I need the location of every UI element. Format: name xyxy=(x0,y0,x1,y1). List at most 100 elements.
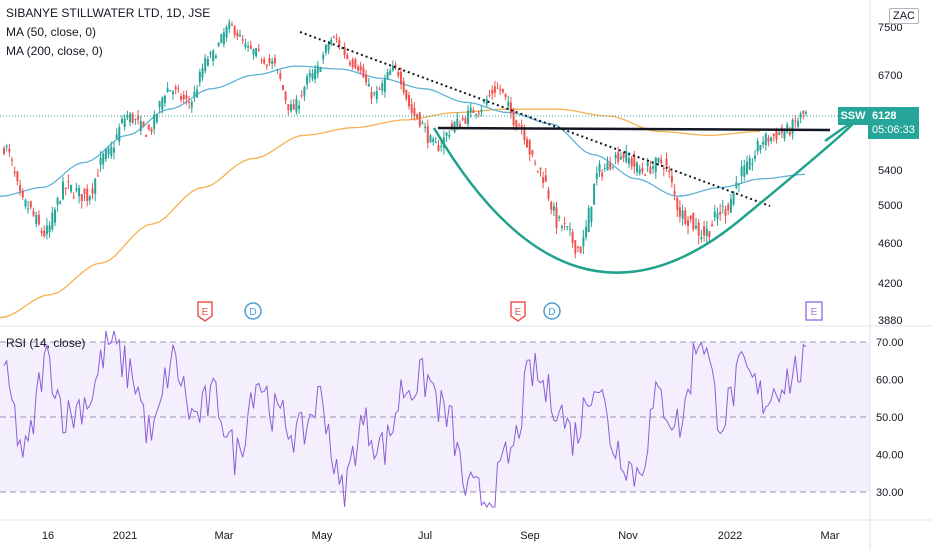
candle-body xyxy=(571,232,574,243)
candle-body xyxy=(233,26,236,35)
candle-body xyxy=(351,59,354,68)
candle-body xyxy=(558,216,561,219)
currency-badge[interactable]: ZAC xyxy=(889,8,919,24)
candle-body xyxy=(75,188,78,191)
candle-body xyxy=(424,126,427,128)
candle-body xyxy=(628,158,630,164)
candle-body xyxy=(72,196,75,198)
candle-body xyxy=(45,225,48,234)
rsi-tick-label: 60.00 xyxy=(876,375,904,387)
candle-body xyxy=(27,208,30,210)
candle-body xyxy=(619,156,622,160)
candle-body xyxy=(56,197,59,205)
candle-body xyxy=(445,132,448,136)
rsi-tick-label: 70.00 xyxy=(876,337,904,349)
candle-body xyxy=(252,49,255,55)
candle-body xyxy=(354,59,357,68)
candle-body xyxy=(206,59,209,66)
candle-body xyxy=(754,155,756,159)
candle-body xyxy=(405,90,408,99)
candle-body xyxy=(678,207,681,217)
candle-body xyxy=(236,32,239,37)
candle-body xyxy=(418,112,421,127)
candle-body xyxy=(282,85,284,90)
candle-body xyxy=(582,236,585,247)
price-tick-label: 4200 xyxy=(878,278,902,290)
candle-body xyxy=(102,154,105,165)
time-tick-label: Mar xyxy=(821,530,840,542)
candle-body xyxy=(775,130,778,140)
candle-body xyxy=(459,123,461,128)
candle-body xyxy=(544,175,547,182)
candle-body xyxy=(560,226,563,228)
candle-body xyxy=(590,206,593,223)
candle-body xyxy=(54,209,56,223)
ma200-legend: MA (200, close, 0) xyxy=(6,44,103,58)
time-tick-label: 16 xyxy=(42,530,54,542)
candle-body xyxy=(788,132,791,135)
candle-body xyxy=(391,65,394,71)
event-label: D xyxy=(548,307,555,318)
candle-body xyxy=(134,119,137,120)
candle-body xyxy=(110,146,113,156)
time-tick-label: 2022 xyxy=(718,530,742,542)
candle-body xyxy=(290,104,292,111)
candle-body xyxy=(598,164,601,173)
candle-body xyxy=(349,62,351,65)
candle-body xyxy=(504,93,507,98)
countdown: 05:06:33 xyxy=(872,124,915,136)
candle-body xyxy=(617,152,620,162)
candle-body xyxy=(762,141,765,145)
candle-body xyxy=(421,122,424,124)
candle-body xyxy=(657,158,660,163)
candle-body xyxy=(212,50,215,61)
candle-body xyxy=(300,95,303,97)
candle-body xyxy=(432,138,435,142)
candle-body xyxy=(751,163,754,165)
candle-body xyxy=(188,101,191,104)
candle-body xyxy=(563,222,566,224)
candle-body xyxy=(569,228,571,230)
candle-body xyxy=(222,32,225,45)
candle-body xyxy=(477,112,480,114)
candle-body xyxy=(692,213,695,230)
candle-body xyxy=(185,95,188,99)
candle-body xyxy=(400,71,402,85)
candle-body xyxy=(641,168,644,172)
candle-body xyxy=(700,237,703,239)
event-label: E xyxy=(515,307,522,318)
candle-body xyxy=(147,124,150,130)
candle-body xyxy=(681,210,684,219)
candle-body xyxy=(298,105,301,110)
candle-body xyxy=(204,58,207,72)
candle-body xyxy=(43,230,46,237)
candle-body xyxy=(536,170,539,172)
candle-body xyxy=(542,177,545,183)
candle-body xyxy=(673,190,676,195)
candle-body xyxy=(346,55,349,59)
candle-body xyxy=(322,55,325,60)
price-box: SSW 6128 05:06:33 xyxy=(838,107,928,139)
candle-body xyxy=(29,201,32,208)
time-tick-label: Sep xyxy=(520,530,540,542)
candle-body xyxy=(606,162,609,171)
candle-body xyxy=(791,119,794,134)
candle-body xyxy=(724,209,727,216)
candle-body xyxy=(180,96,182,100)
candle-body xyxy=(786,124,789,133)
candle-body xyxy=(794,120,797,122)
candle-body xyxy=(408,95,410,107)
candle-body xyxy=(271,61,274,64)
candle-body xyxy=(646,162,649,167)
candle-body xyxy=(665,158,668,166)
candle-body xyxy=(163,96,166,103)
candle-body xyxy=(389,70,392,75)
candle-body xyxy=(40,230,43,233)
candle-body xyxy=(746,161,748,174)
candle-body xyxy=(708,231,711,237)
candle-body xyxy=(335,38,338,40)
candle-body xyxy=(145,135,148,137)
candle-body xyxy=(727,204,730,211)
candle-body xyxy=(263,59,266,64)
